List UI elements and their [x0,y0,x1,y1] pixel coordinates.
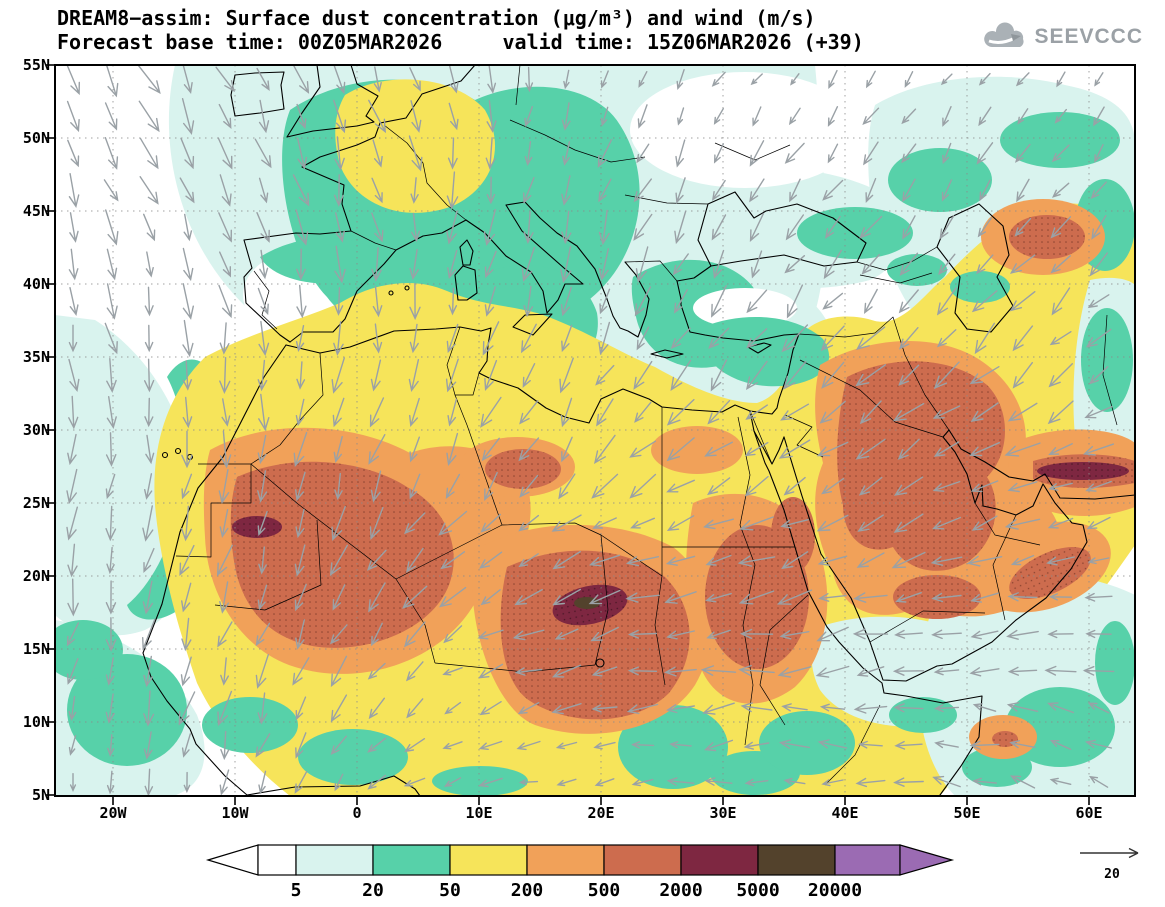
lon-label: 30E [709,804,737,822]
chart-title: DREAM8−assim: Surface dust concentration… [57,6,816,30]
lat-label: 45N [22,202,50,220]
lon-label: 20E [587,804,615,822]
forecast-map [46,64,1136,805]
lat-label: 35N [22,348,50,366]
colorbar-tick-label: 50 [439,880,461,901]
cloud-arrow-icon [984,22,1025,48]
lat-label: 50N [22,129,50,147]
colorbar-tick-label: 500 [587,880,621,901]
colorbar-tick-label: 2000 [659,880,703,901]
lat-label: 20N [22,567,50,585]
colorbar [205,844,955,876]
colorbar-tick-label: 20000 [807,880,863,901]
colorbar-tick-label: 20 [362,880,384,901]
lon-label: 20W [99,804,127,822]
wind-reference-label: 20 [1104,867,1120,882]
graticule-grid [55,65,1135,796]
lat-label: 10N [22,713,50,731]
seevccc-logo: SEEVCCC [982,22,1143,52]
lon-label: 50E [953,804,981,822]
lat-label: 55N [22,56,50,74]
lon-label: 10W [221,804,249,822]
axis-ticks [46,64,1090,805]
header: DREAM8−assim: Surface dust concentration… [57,6,864,54]
lon-label: 0 [352,804,362,822]
colorbar-tick-label: 200 [510,880,544,901]
wind-reference-arrow [1080,847,1139,859]
wind-arrows [66,65,1115,796]
lon-label: 40E [831,804,859,822]
colorbar-tick-label: 5000 [736,880,780,901]
wind-reference: 20 [1076,843,1148,882]
chart-subtitle: Forecast base time: 00Z05MAR2026 valid t… [57,30,864,54]
lat-label: 25N [22,494,50,512]
colorbar-tick-label: 5 [290,880,302,901]
lon-label: 10E [465,804,493,822]
lat-label: 30N [22,421,50,439]
dust-concentration-field [55,65,1135,796]
logo-text: SEEVCCC [1034,25,1143,48]
lat-label: 40N [22,275,50,293]
lat-label: 5N [31,786,50,804]
lat-label: 15N [22,640,50,658]
lon-label: 60E [1075,804,1103,822]
coastlines-and-borders [142,65,1135,796]
